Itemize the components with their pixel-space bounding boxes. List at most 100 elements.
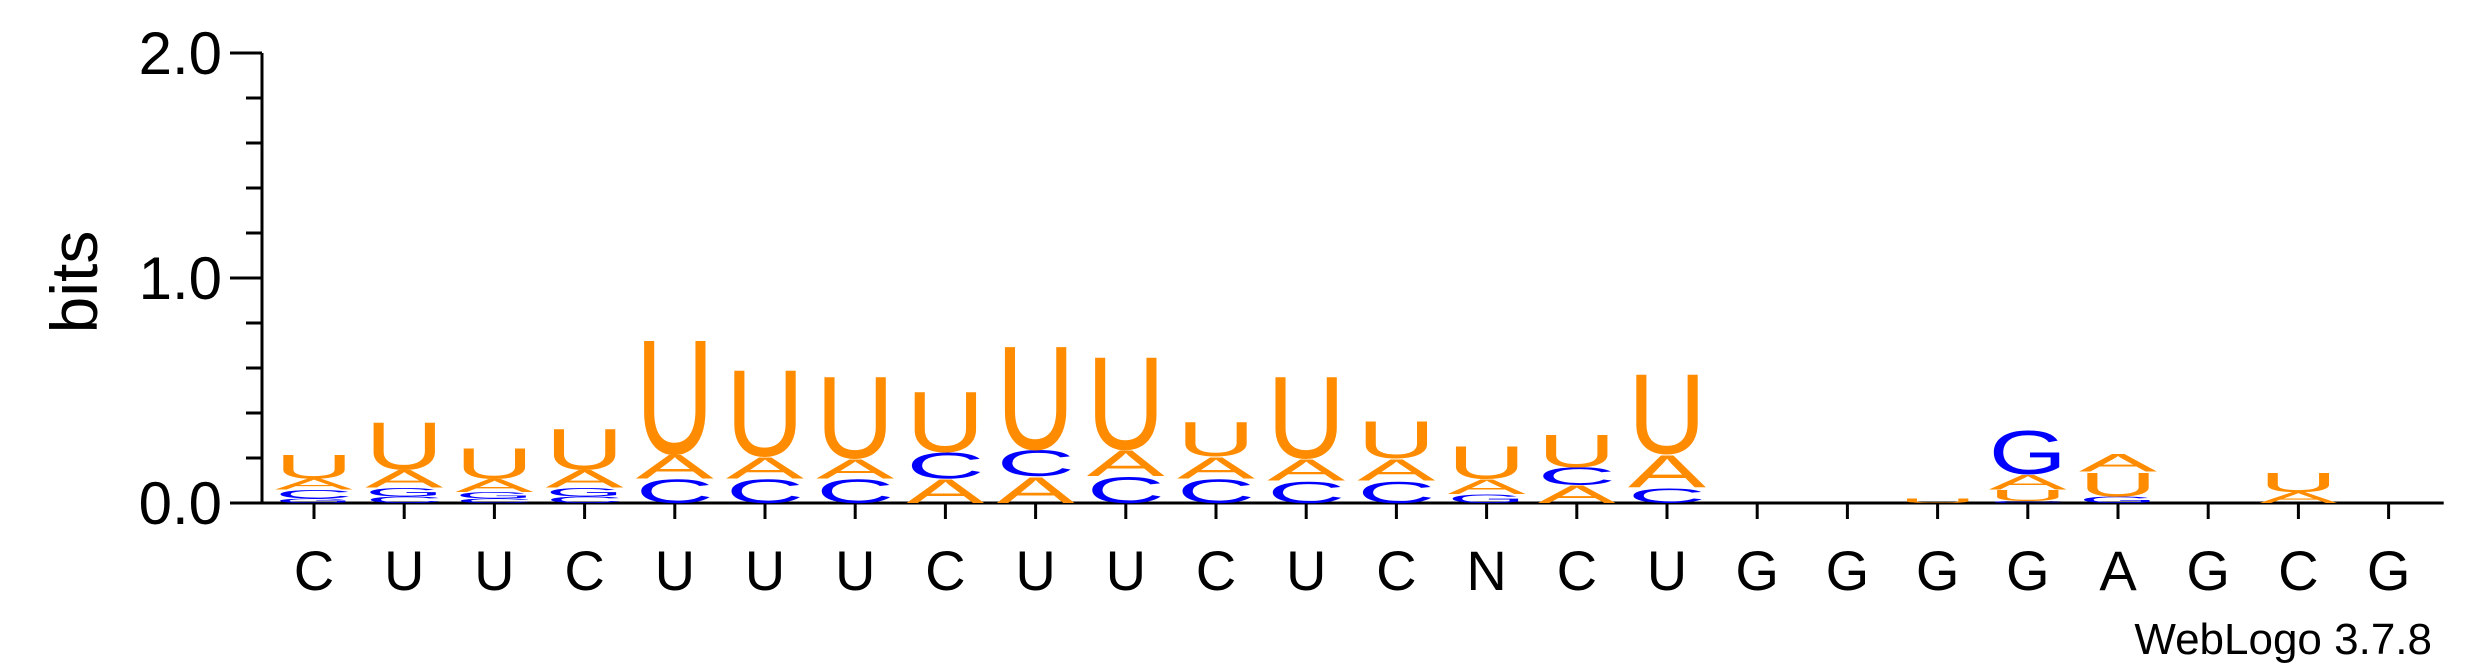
logo-letter-U: U <box>1448 436 1526 488</box>
logo-letter-U: U <box>726 344 804 482</box>
logo-letter-A: A <box>636 448 715 486</box>
logo-letter-A: A <box>365 465 444 493</box>
letter-stack: CAU <box>726 344 804 510</box>
x-tick-label: U <box>835 539 875 602</box>
x-tick-label: G <box>1916 539 1960 602</box>
logo-letter-U: U <box>816 352 894 483</box>
logo-letter-U: U <box>2079 466 2157 504</box>
logo-letter-U: U <box>997 316 1075 481</box>
logo-letter-G: G <box>1989 418 2067 487</box>
x-tick-label: C <box>294 539 334 602</box>
logo-letter-A: A <box>1989 470 2067 494</box>
logo-letter-A: A <box>1087 443 1165 484</box>
weblogo-credit: WebLogo 3.7.8 <box>2134 615 2432 664</box>
logo-letter-U: U <box>455 440 533 488</box>
logo-letter-A: A <box>1538 481 1617 509</box>
letter-stack: CAU <box>1087 328 1165 511</box>
x-tick-label: G <box>2186 539 2230 602</box>
x-tick-label: N <box>1466 539 1506 602</box>
logo-letter-U: U <box>1177 411 1255 466</box>
logo-letter-C: C <box>997 443 1075 484</box>
logo-letter-A: A <box>2079 449 2158 477</box>
x-tick-label: G <box>1826 539 1870 602</box>
y-tick-label: 1.0 <box>139 245 222 312</box>
letter-stack: ACU <box>1538 425 1617 508</box>
logo-letter-C: C <box>816 472 894 510</box>
logo-letter-C: C <box>1628 483 1706 507</box>
logo-letter-U: U <box>546 417 624 482</box>
logo-letter-U: U <box>1357 410 1435 469</box>
logo-letter-U: U <box>2259 467 2337 498</box>
x-tick-label: U <box>1647 539 1687 602</box>
logo-letter-C: C <box>726 472 804 510</box>
letter-stack: CAU <box>636 307 715 510</box>
letter-stack: CAU <box>1177 411 1255 510</box>
logo-letter-U: U <box>906 373 984 470</box>
logo-letter-U: U <box>1989 487 2067 504</box>
x-tick-label: U <box>655 539 695 602</box>
logo-letter-A: A <box>1177 451 1255 485</box>
y-tick-label: 0.0 <box>139 470 222 537</box>
logo-letter-A: A <box>2259 489 2338 506</box>
logo-letter-U: U <box>1628 350 1706 478</box>
logo-letter-A: A <box>275 476 354 493</box>
logo-letter-U: U <box>636 307 714 489</box>
letter-stack: ACU <box>997 316 1075 511</box>
logo-letter-U: U <box>365 408 443 484</box>
logo-letter-U: U <box>1087 328 1165 477</box>
logo-letter-G: G <box>455 490 533 500</box>
logo-letter-G: G <box>275 498 353 505</box>
logo-letter-A: A <box>906 473 985 511</box>
x-tick-label: C <box>925 539 965 602</box>
logo-letter-G: G <box>546 485 624 499</box>
letter-stack: ACU <box>906 373 985 511</box>
x-tick-label: G <box>2367 539 2411 602</box>
x-tick-label: U <box>1286 539 1326 602</box>
x-tick-label: U <box>1015 539 1055 602</box>
logo-letter-G: G <box>2079 495 2157 505</box>
logo-letter-C: C <box>546 495 624 505</box>
logo-letter-A: A <box>455 475 533 496</box>
y-axis: 0.0 1.0 2.0 <box>139 20 264 537</box>
logo-letter-A: A <box>997 470 1075 511</box>
logo-letter-U: U <box>1899 498 1977 505</box>
x-tick-label: G <box>1735 539 1779 602</box>
x-tick-label: U <box>745 539 785 602</box>
x-tick-label: C <box>1376 539 1416 602</box>
letter-stacks: GCAUCGAUCGAUCGAUCAUCAUCAUACUACUCAUCAUCAU… <box>275 307 2338 511</box>
letter-stack: CAU <box>1267 352 1345 510</box>
logo-letter-C: C <box>275 487 353 501</box>
letter-stack: U <box>1899 498 1977 505</box>
logo-letter-C: C <box>455 498 533 505</box>
logo-letter-C: C <box>1177 472 1255 510</box>
letter-stack: GAU <box>1448 436 1526 505</box>
y-axis-label: bits <box>37 231 111 334</box>
logo-letter-A: A <box>726 451 804 485</box>
logo-letter-A: A <box>1267 453 1345 487</box>
logo-letter-U: U <box>1267 352 1345 483</box>
letter-stack: CAU <box>1628 350 1707 508</box>
logo-letter-A: A <box>1357 453 1435 487</box>
x-tick-label: C <box>1196 539 1236 602</box>
logo-letter-A: A <box>546 465 625 493</box>
logo-letter-G: G <box>365 485 443 499</box>
logo-letter-C: C <box>1989 500 2067 503</box>
x-tick-label: C <box>2278 539 2318 602</box>
logo-letter-C: C <box>636 472 714 510</box>
logo-letter-U: U <box>275 448 353 486</box>
x-tick-label: A <box>2099 539 2137 602</box>
letter-stack: CAU <box>1357 410 1435 509</box>
logo-letter-C: C <box>1357 475 1435 510</box>
logo-letter-A: A <box>1628 445 1707 497</box>
logo-letter-C: C <box>365 495 443 505</box>
logo-letter-U: U <box>1538 425 1616 477</box>
x-tick-label: C <box>564 539 604 602</box>
logo-letter-G: G <box>1448 492 1526 506</box>
letter-stack: GUA <box>2079 449 2158 505</box>
x-tick-label: U <box>474 539 514 602</box>
